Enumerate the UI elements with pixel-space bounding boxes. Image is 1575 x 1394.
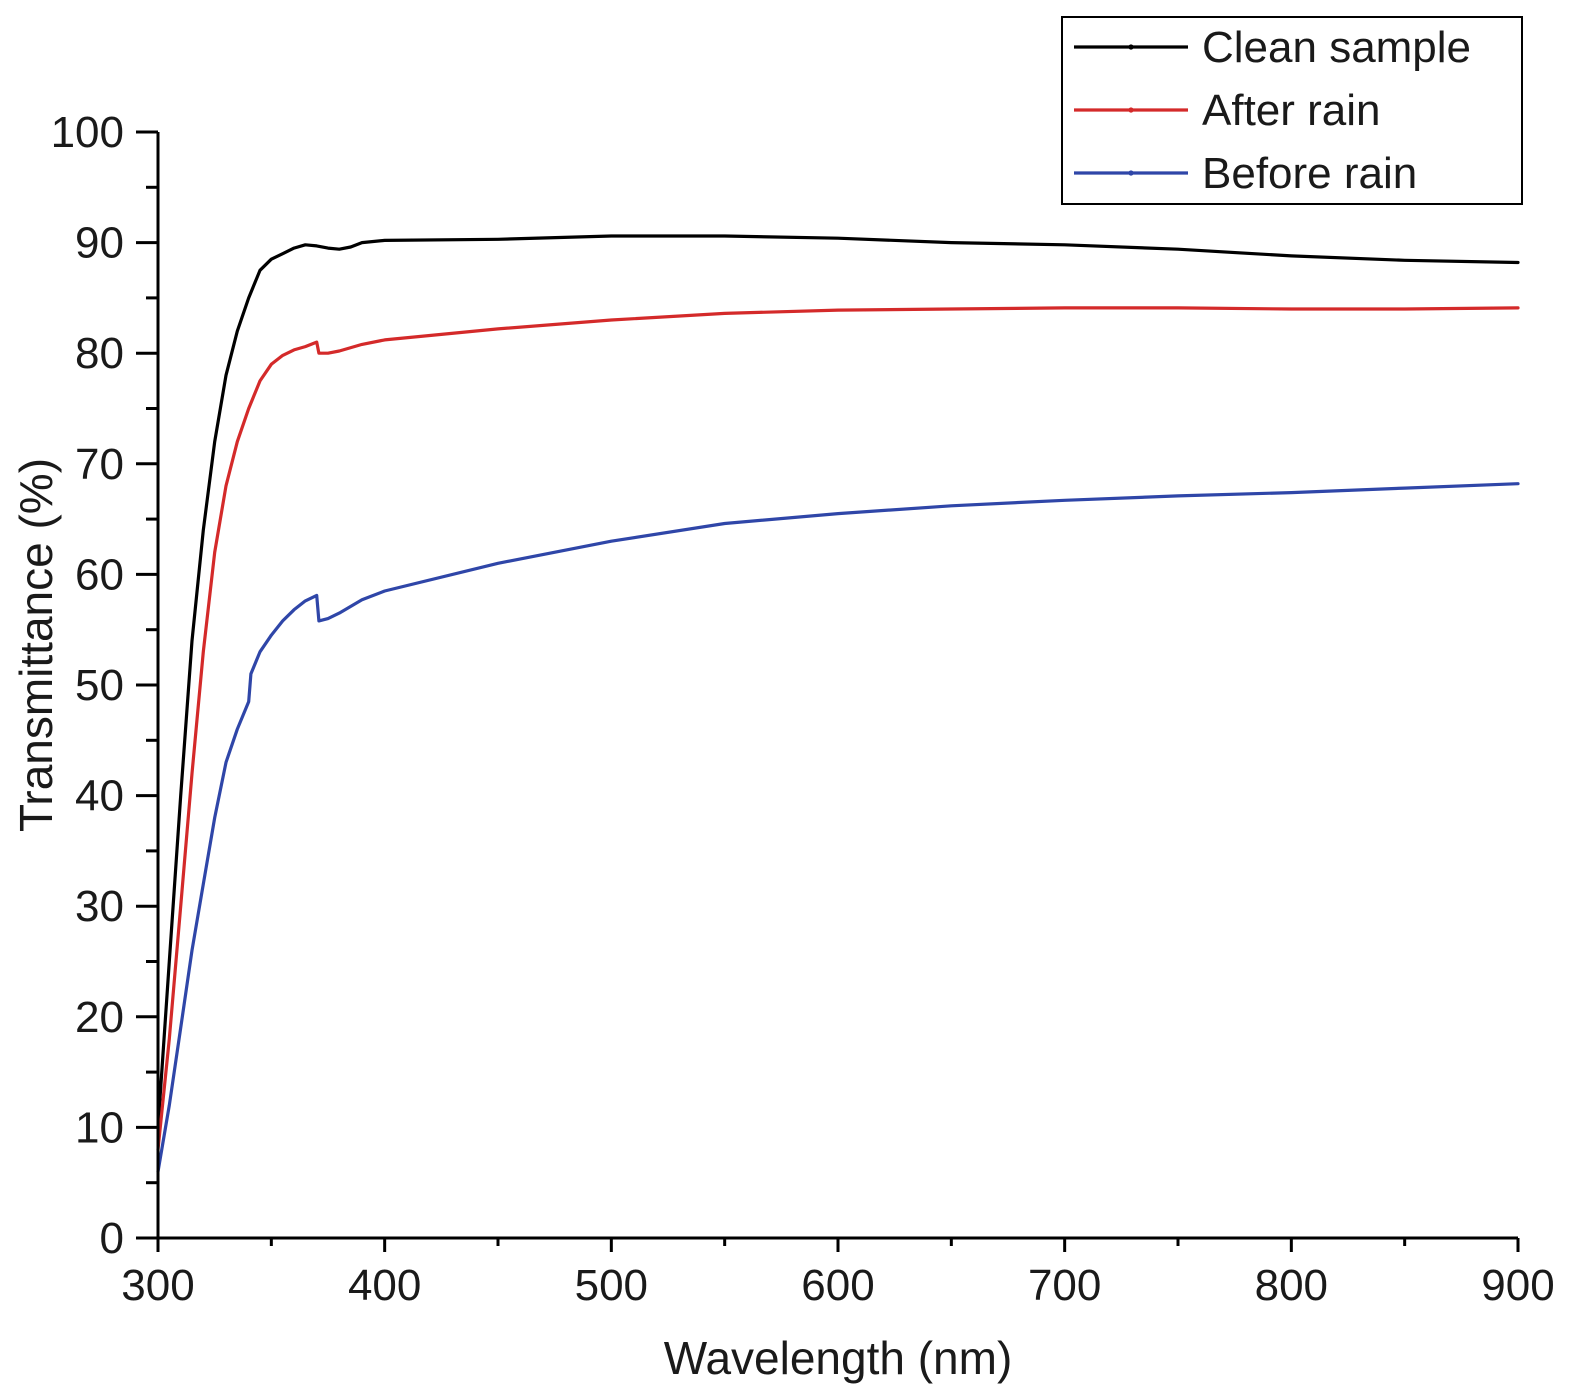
y-tick-label: 70 [75,440,124,489]
y-tick-label: 100 [51,108,124,157]
x-tick-label: 400 [348,1261,421,1310]
y-tick-label: 30 [75,882,124,931]
x-tick-label: 900 [1481,1261,1554,1310]
legend: Clean sample After rain Before rain [1061,16,1523,205]
y-tick-label: 20 [75,993,124,1042]
x-ticks: 300 400 500 600 700 800 900 [121,1238,1555,1310]
legend-marker [1128,170,1134,176]
x-tick-label: 800 [1255,1261,1328,1310]
x-tick-label: 700 [1028,1261,1101,1310]
x-tick-label: 500 [575,1261,648,1310]
y-tick-label: 0 [100,1214,124,1263]
legend-marker [1128,44,1134,50]
series-line-2 [156,306,1520,1152]
series-layer [156,234,1520,1174]
axes-layer [156,132,1518,1240]
y-ticks: 0 10 20 30 40 50 60 70 80 90 100 [51,108,158,1263]
y-tick-label: 50 [75,661,124,710]
y-tick-label: 90 [75,219,124,268]
series-line-3 [156,482,1520,1174]
y-tick-label: 40 [75,772,124,821]
x-tick-label: 300 [121,1261,194,1310]
series-line-1 [156,234,1520,1129]
legend-label: Before rain [1202,149,1417,198]
y-tick-label: 60 [75,550,124,599]
y-axis-title: Transmittance (%) [10,458,62,832]
x-axis-title: Wavelength (nm) [664,1332,1013,1384]
x-tick-label: 600 [801,1261,874,1310]
legend-marker [1128,107,1134,113]
legend-label: Clean sample [1202,23,1471,72]
y-tick-label: 10 [75,1103,124,1152]
y-tick-label: 80 [75,329,124,378]
legend-label: After rain [1202,86,1381,135]
